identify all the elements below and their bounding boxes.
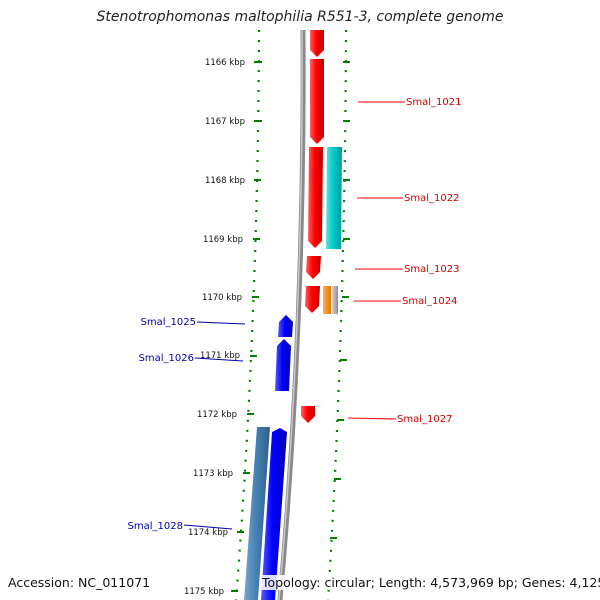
gene-label-smal-1028[interactable]: Smal_1028 bbox=[128, 521, 183, 532]
forward-leaders bbox=[347, 101, 405, 420]
feature-smal-1027[interactable] bbox=[301, 406, 315, 423]
tick-label: 1173 kbp bbox=[193, 469, 233, 479]
feature-smal-1025[interactable] bbox=[278, 315, 293, 337]
topology-text: Topology: circular; Length: 4,573,969 bp… bbox=[262, 575, 600, 590]
scale-labels: 1166 kbp 1167 kbp 1168 kbp 1169 kbp 1170… bbox=[184, 58, 245, 597]
tick-label: 1172 kbp bbox=[197, 410, 237, 420]
genome-backbone bbox=[277, 29, 306, 600]
feature-smal-1028[interactable] bbox=[261, 428, 287, 600]
gene-label-smal-1025[interactable]: Smal_1025 bbox=[141, 317, 196, 328]
feature-other-grey[interactable] bbox=[332, 286, 338, 314]
feature-smal-1026[interactable] bbox=[275, 339, 291, 391]
tick-label: 1174 kbp bbox=[188, 528, 228, 538]
tick-label: 1171 kbp bbox=[200, 351, 240, 361]
gene-label-smal-1022[interactable]: Smal_1022 bbox=[404, 193, 459, 204]
outer-scale-circle bbox=[326, 29, 348, 600]
accession-text: Accession: NC_011071 bbox=[8, 575, 151, 590]
gene-label-smal-1027[interactable]: Smal_1027 bbox=[397, 414, 452, 425]
tick-label: 1167 kbp bbox=[205, 117, 245, 127]
feature-smal-1028-steel[interactable] bbox=[244, 427, 270, 600]
feature-smal-1023[interactable] bbox=[306, 256, 321, 279]
scale-tick-marks bbox=[231, 61, 350, 592]
map-title: Stenotrophomonas maltophilia R551-3, com… bbox=[96, 9, 504, 25]
gene-label-smal-1026[interactable]: Smal_1026 bbox=[139, 353, 194, 364]
gene-label-smal-1023[interactable]: Smal_1023 bbox=[404, 264, 459, 275]
feature-top-fragment[interactable] bbox=[310, 30, 324, 57]
feature-pseudo-orange[interactable] bbox=[323, 286, 331, 314]
feature-smal-1022[interactable] bbox=[308, 147, 323, 248]
gene-label-smal-1021[interactable]: Smal_1021 bbox=[406, 97, 461, 108]
tick-label: 1175 kbp bbox=[184, 587, 224, 597]
feature-rna-cyan[interactable] bbox=[326, 147, 342, 249]
gene-label-smal-1024[interactable]: Smal_1024 bbox=[402, 296, 457, 307]
feature-smal-1021[interactable] bbox=[310, 59, 324, 144]
tick-label: 1166 kbp bbox=[205, 58, 245, 68]
tick-label: 1168 kbp bbox=[205, 176, 245, 186]
tick-label: 1169 kbp bbox=[203, 235, 243, 245]
tick-label: 1170 kbp bbox=[202, 293, 242, 303]
reverse-leaders bbox=[183, 321, 246, 530]
inner-scale-circle bbox=[234, 29, 261, 600]
feature-smal-1024[interactable] bbox=[305, 286, 320, 313]
